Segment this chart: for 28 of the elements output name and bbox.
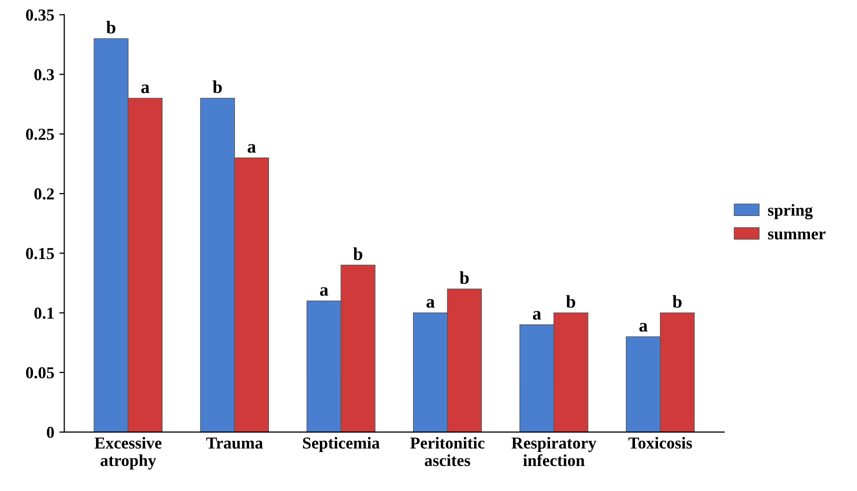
x-tick-label: Peritonitic ascites [410,436,485,466]
x-tick-label: Trauma [206,438,263,449]
y-tick-label: 0.25 [26,128,54,140]
legend-label: summer [768,231,826,240]
data-label: b [566,295,576,308]
y-tick-label: 0.3 [34,69,54,80]
x-tick-label: Septicemia [303,436,380,452]
data-label: a [639,322,648,332]
y-tick-label: 0.35 [26,9,54,21]
data-label: a [426,299,435,308]
x-tick-label: Excessive atrophy [94,436,162,470]
y-tick-label: 0.1 [34,308,54,319]
data-label: a [532,311,542,320]
data-label: a [141,84,150,94]
data-label: a [320,287,328,296]
data-label: b [106,20,116,34]
y-tick-label: 0.15 [26,248,54,260]
x-tick-label: Respiratory infection [512,436,596,466]
legend-label: spring [768,204,813,220]
y-tick-label: 0.2 [34,188,54,200]
x-tick-label: Toxicosis [628,436,692,449]
data-label: a [248,144,256,153]
data-label: b [353,247,362,260]
y-tick-label: 0 [46,426,54,438]
data-label: b [212,80,222,94]
y-tick-label: 0.05 [26,367,54,378]
data-label: b [672,295,682,308]
data-label: b [460,271,469,284]
